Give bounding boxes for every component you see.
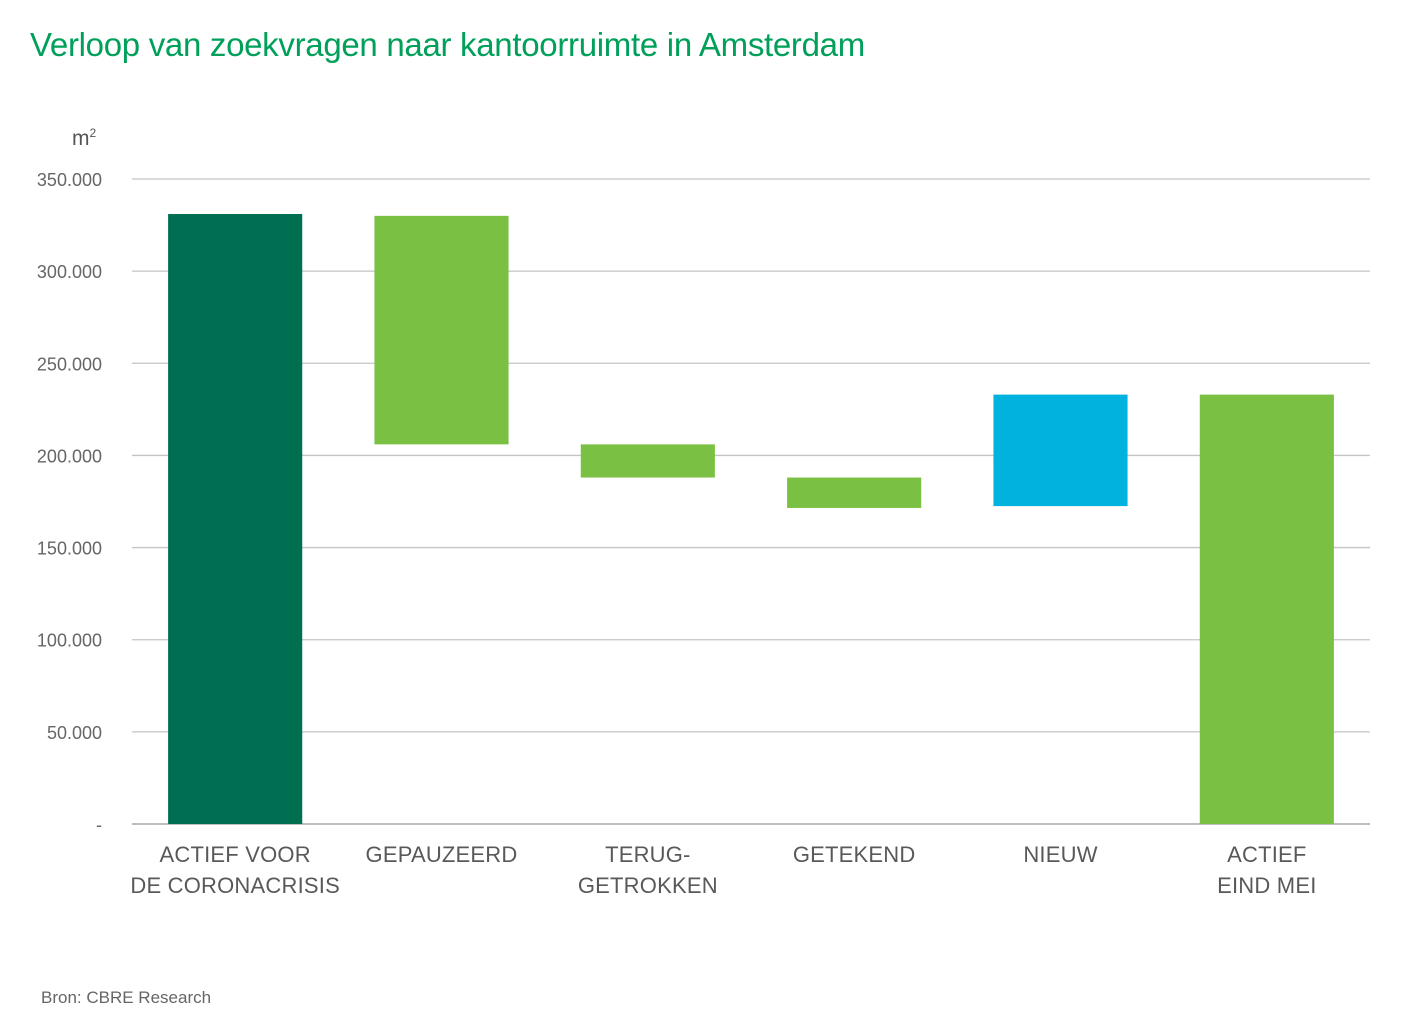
x-category-label: GETROKKEN <box>578 873 718 898</box>
bar-actief-eind-mei <box>1199 394 1334 824</box>
bar-teruggetrokken <box>580 444 715 478</box>
bar-actief-voor-de-coronacrisis <box>168 214 303 824</box>
bar-getekend <box>787 477 922 508</box>
x-category-label: DE CORONACRISIS <box>130 873 340 898</box>
y-axis-unit-label: m <box>72 127 90 150</box>
y-tick-label: 250.000 <box>37 354 102 374</box>
y-tick-label: 300.000 <box>37 262 102 282</box>
y-axis-unit-superscript: 2 <box>89 126 97 140</box>
x-category-label: TERUG- <box>605 842 691 867</box>
x-category-label: GETEKEND <box>793 842 916 867</box>
y-axis-ticks: - 50.000 100.000 150.000 200.000 250.000 300.0… <box>37 170 102 835</box>
y-tick-label: - <box>96 815 102 835</box>
y-tick-label: 50.000 <box>47 723 102 743</box>
y-tick-label: 350.000 <box>37 170 102 190</box>
gridlines <box>132 178 1370 825</box>
x-category-label: GEPAUZEERD <box>366 842 518 867</box>
y-axis-unit: m2 <box>72 126 96 151</box>
bar-nieuw <box>993 394 1128 507</box>
y-tick-label: 200.000 <box>37 446 102 466</box>
y-tick-label: 100.000 <box>37 631 102 651</box>
x-category-label: NIEUW <box>1023 842 1097 867</box>
x-axis-labels: ACTIEF VOOR DE CORONACRISIS GEPAUZEERD TERU… <box>130 842 1316 898</box>
x-category-label: ACTIEF <box>1227 842 1306 867</box>
x-category-label: ACTIEF VOOR <box>160 842 311 867</box>
x-category-label: EIND MEI <box>1217 873 1316 898</box>
y-tick-label: 150.000 <box>37 539 102 559</box>
bar-gepauzeerd <box>374 215 509 445</box>
chart-title: Verloop van zoekvragen naar kantoorruimt… <box>30 26 865 63</box>
source-note: Bron: CBRE Research <box>41 988 212 1007</box>
bars <box>168 214 1334 824</box>
